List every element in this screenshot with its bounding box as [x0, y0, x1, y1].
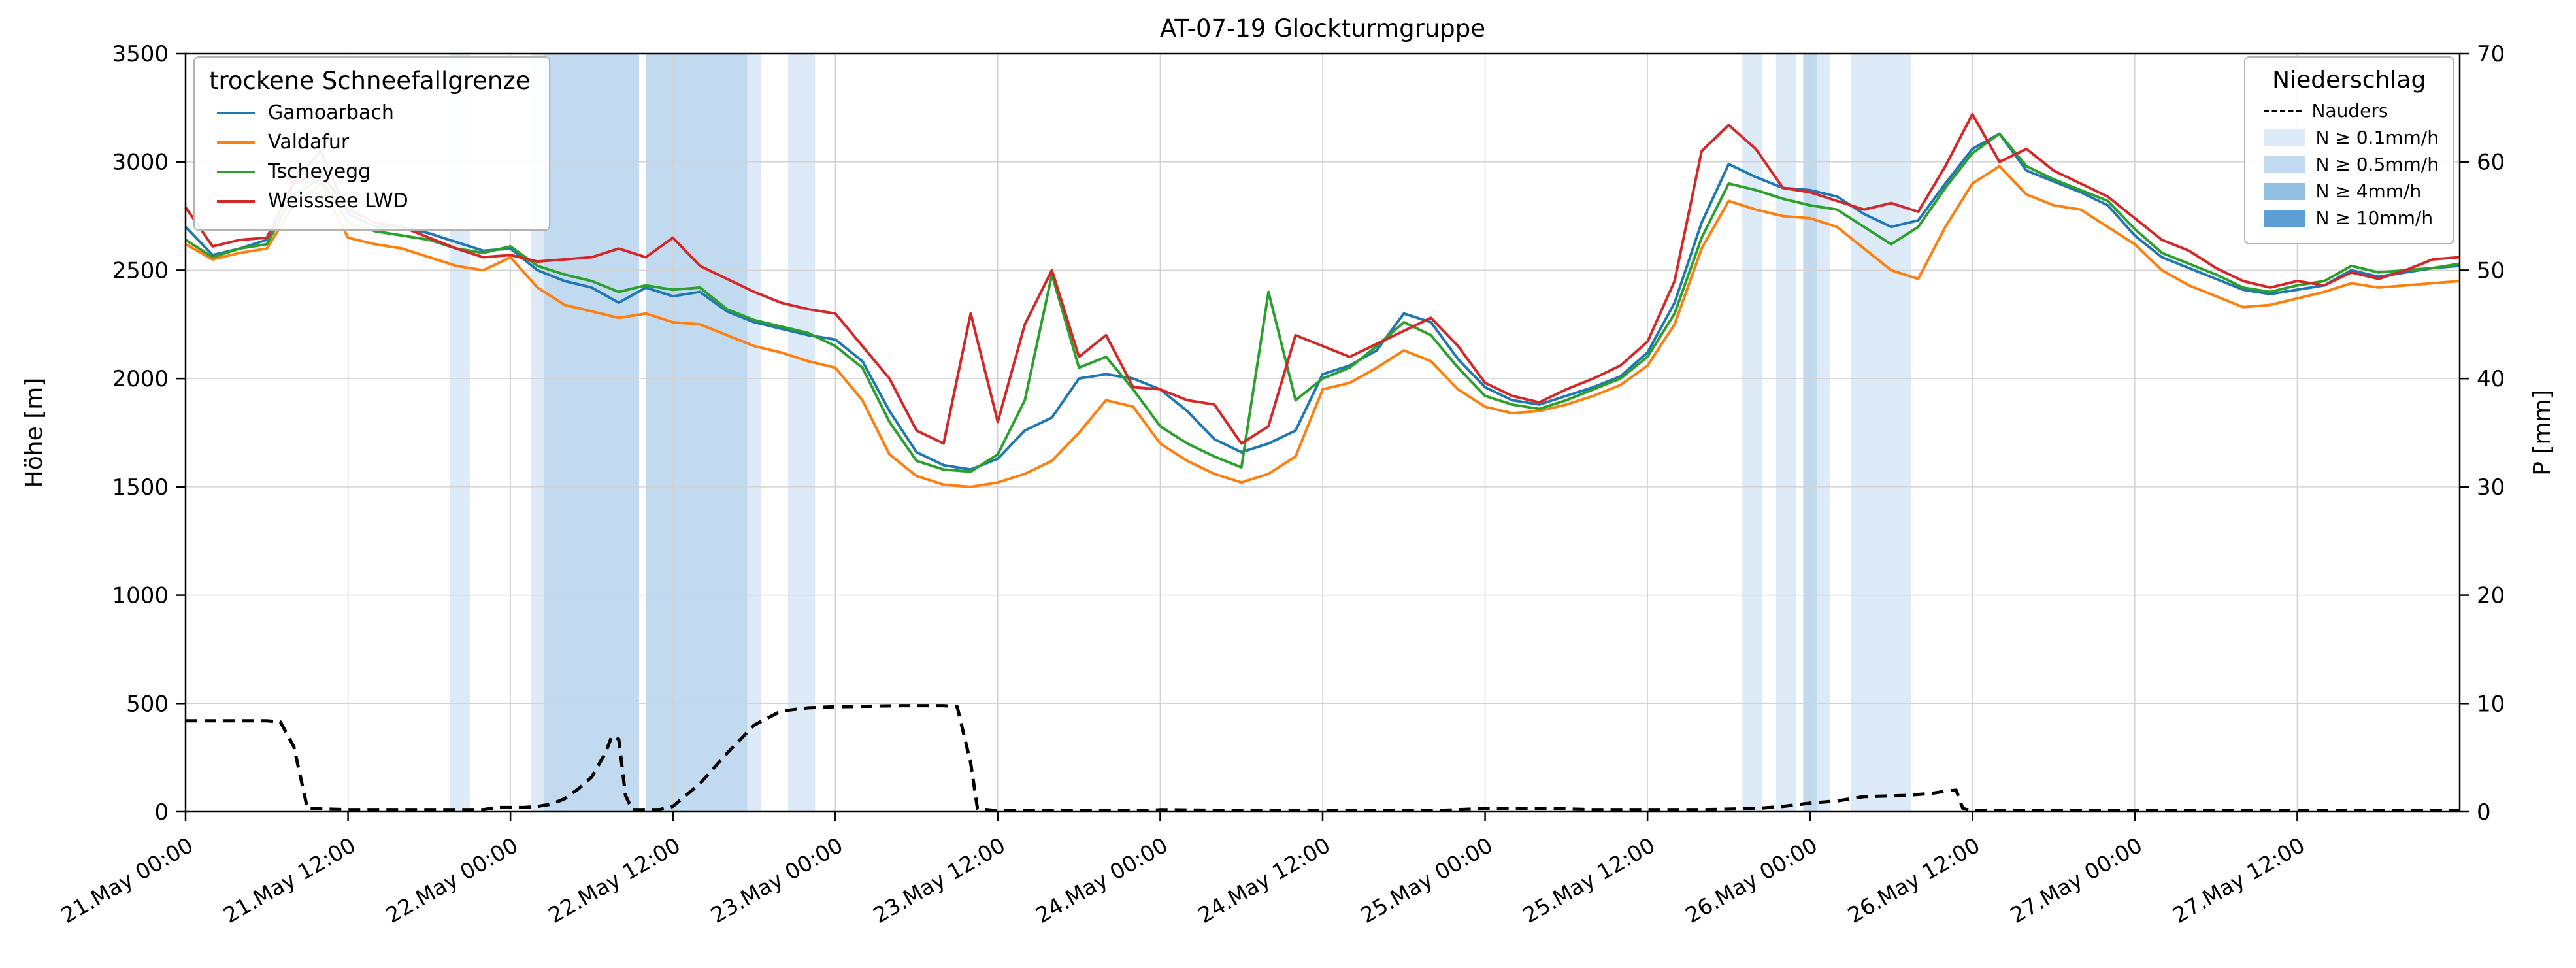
nauders-dashed-line-sample	[2263, 109, 2302, 112]
legend-item-gamoarbach: Gamoarbach	[217, 101, 532, 124]
y-right-tick-label: 0	[2477, 799, 2491, 826]
tscheyegg-line-sample	[217, 170, 255, 173]
precip-band	[544, 54, 639, 812]
precip-band	[747, 54, 761, 812]
n05-label: N ≥ 0.5mm/h	[2315, 154, 2439, 175]
x-tick-label: 26.May 00:00	[1681, 832, 1821, 928]
legend-item-valdafur: Valdafur	[217, 131, 532, 154]
precip-band	[531, 54, 544, 812]
y-left-tick-label: 3500	[112, 41, 169, 67]
gamoarbach-line-sample	[217, 111, 255, 114]
series-line-tscheyegg	[184, 132, 2460, 473]
precip-band	[1775, 54, 1796, 812]
x-tick-label: 22.May 12:00	[544, 832, 684, 928]
x-tick-label: 27.May 12:00	[2168, 832, 2309, 928]
series-line-valdafur	[185, 165, 2460, 488]
x-tick-label: 21.May 12:00	[219, 832, 359, 928]
tscheyegg-label: Tscheyegg	[268, 160, 371, 183]
n10-label: N ≥ 10mm/h	[2315, 207, 2434, 229]
y-right-tick-label: 70	[2477, 41, 2505, 67]
y-right-tick-label: 30	[2477, 475, 2505, 501]
x-tick-label: 23.May 12:00	[868, 832, 1009, 928]
chart-title: AT-07-19 Glockturmgruppe	[1160, 14, 1485, 42]
n4-color-patch	[2263, 182, 2305, 200]
nauders-label: Nauders	[2311, 100, 2388, 122]
precip-band	[646, 54, 748, 812]
x-tick-label: 27.May 00:00	[2006, 832, 2146, 928]
valdafur-label: Valdafur	[268, 131, 350, 154]
x-tick-label: 25.May 12:00	[1519, 832, 1659, 928]
precip-legend-title: Niederschlag	[2272, 67, 2426, 93]
legend-item-n01: N ≥ 0.1mm/h	[2263, 127, 2439, 148]
valdafur-line-sample	[217, 141, 255, 144]
legend-item-n4: N ≥ 4mm/h	[2263, 180, 2439, 202]
x-tick-label: 24.May 12:00	[1194, 832, 1334, 928]
precip-band	[1850, 54, 1912, 812]
gamoarbach-label: Gamoarbach	[268, 101, 394, 124]
y-right-tick-label: 10	[2477, 691, 2505, 717]
series-line-weisssee-lwd	[184, 112, 2460, 445]
y-right-tick-label: 60	[2477, 150, 2505, 176]
weisssee-lwd-label: Weisssee LWD	[268, 190, 408, 212]
precip-band	[1742, 54, 1763, 812]
y-left-tick-label: 2500	[112, 258, 169, 284]
series-line-gamoarbach	[184, 132, 2460, 471]
snowline-legend: trockene Schneefallgrenze Gamoarbach Val…	[193, 56, 550, 231]
n10-color-patch	[2263, 209, 2305, 227]
y-left-tick-label: 1500	[112, 475, 169, 501]
weisssee-lwd-line-sample	[217, 199, 255, 203]
n01-color-patch	[2263, 129, 2305, 146]
n05-color-patch	[2263, 156, 2305, 173]
y-left-tick-label: 1000	[112, 583, 169, 609]
legend-item-weisssee-lwd: Weisssee LWD	[217, 190, 532, 212]
y-left-tick-label: 0	[154, 799, 169, 826]
legend-item-tscheyegg: Tscheyegg	[217, 160, 532, 183]
n01-label: N ≥ 0.1mm/h	[2315, 127, 2439, 148]
nauders-precip-line	[186, 704, 2460, 812]
y-right-tick-label: 20	[2477, 583, 2505, 609]
legend-item-n05: N ≥ 0.5mm/h	[2263, 154, 2439, 175]
x-tick-label: 25.May 00:00	[1356, 832, 1496, 928]
snowline-legend-title: trockene Schneefallgrenze	[209, 67, 531, 95]
y-left-tick-label: 3000	[112, 150, 169, 176]
y-left-tick-label: 500	[126, 691, 169, 717]
y-right-tick-label: 50	[2477, 258, 2505, 284]
n4-label: N ≥ 4mm/h	[2315, 180, 2422, 202]
y-left-axis-label: Höhe [m]	[21, 378, 48, 488]
x-tick-label: 26.May 12:00	[1843, 832, 1984, 928]
y-right-tick-label: 40	[2477, 366, 2505, 392]
precip-band	[787, 54, 816, 812]
precip-band	[1817, 54, 1830, 812]
x-tick-label: 22.May 00:00	[382, 832, 522, 928]
y-right-axis-label: P [mm]	[2529, 390, 2556, 475]
legend-item-nauders: Nauders	[2263, 100, 2439, 122]
y-left-tick-label: 2000	[112, 366, 169, 392]
legend-item-n10: N ≥ 10mm/h	[2263, 207, 2439, 229]
x-tick-label: 23.May 00:00	[706, 832, 847, 928]
x-tick-label: 21.May 00:00	[57, 832, 197, 928]
precip-legend: Niederschlag Nauders N ≥ 0.1mm/h N ≥ 0.5…	[2243, 56, 2454, 244]
x-tick-label: 24.May 00:00	[1031, 832, 1172, 928]
